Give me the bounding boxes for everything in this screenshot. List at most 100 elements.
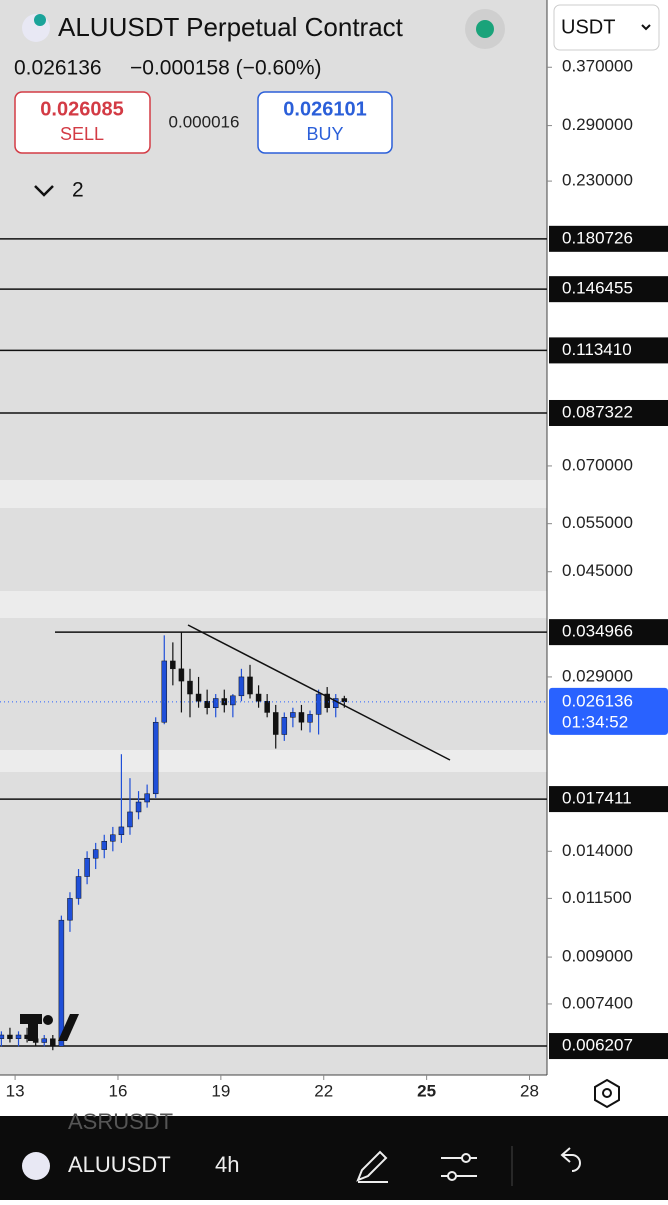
candle-body — [75, 876, 82, 899]
y-tick-label: 0.070000 — [562, 455, 633, 474]
tv-logo — [20, 1014, 79, 1041]
level-label-bg — [549, 276, 668, 303]
trend-line — [187, 624, 451, 761]
candle-body — [315, 693, 322, 715]
undo-icon[interactable] — [560, 1147, 581, 1172]
last-price-bg — [549, 687, 668, 735]
settings-icon[interactable] — [594, 1078, 620, 1109]
buy-label: BUY — [306, 124, 343, 144]
level-label-bg — [549, 619, 668, 646]
bottom-bar — [0, 1116, 668, 1200]
x-tick-label: 13 — [6, 1081, 25, 1100]
countdown: 01:34:52 — [562, 712, 628, 731]
candle-body — [152, 721, 159, 795]
level-label: 0.180726 — [562, 228, 633, 247]
x-tick-label: 19 — [211, 1081, 230, 1100]
interval[interactable]: 4h — [215, 1152, 239, 1177]
sell-button[interactable] — [14, 91, 151, 154]
candle-body — [230, 695, 236, 706]
plot — [0, 238, 547, 1051]
level-label-bg — [549, 1033, 668, 1060]
zone-band — [0, 750, 547, 772]
sell-price: 0.026085 — [40, 98, 123, 120]
chevron — [641, 24, 651, 31]
candle-body — [170, 660, 176, 670]
candle-body — [238, 676, 245, 697]
collapse-toggle[interactable] — [34, 185, 54, 197]
y-tick-label: 0.029000 — [562, 666, 633, 685]
spread: 0.000016 — [169, 112, 240, 131]
candle-body — [272, 712, 279, 735]
footer-symbol[interactable]: ALUUSDT — [68, 1152, 171, 1177]
candle-body — [290, 712, 296, 718]
y-tick-label: 0.007400 — [562, 993, 633, 1012]
sell-label: SELL — [60, 124, 104, 144]
y-tick-label: 0.011500 — [562, 888, 632, 907]
candle-body — [212, 698, 219, 708]
zone-band — [0, 480, 547, 508]
x-tick-label: 25 — [417, 1081, 436, 1100]
last-price: 0.026136 — [14, 57, 102, 80]
buy-price: 0.026101 — [283, 98, 366, 120]
chart-background — [0, 0, 547, 1075]
candle-body — [144, 793, 150, 803]
level-label-bg — [549, 337, 668, 364]
candle-body — [178, 668, 185, 682]
y-tick-label: 0.014000 — [562, 841, 633, 860]
candle-body — [50, 1038, 56, 1047]
coin-badge — [34, 14, 46, 26]
candle-body — [298, 712, 305, 723]
y-tick-label: 0.009000 — [562, 947, 633, 966]
candle-body — [110, 834, 116, 842]
zone-band — [0, 591, 547, 618]
x-tick-label: 16 — [109, 1081, 128, 1100]
candle-body — [324, 693, 330, 708]
level-label: 0.087322 — [562, 402, 633, 421]
candle-body — [135, 801, 142, 813]
level-label-bg — [549, 786, 668, 813]
candle-body — [67, 898, 73, 921]
candle-body — [255, 693, 262, 702]
level-label: 0.034966 — [562, 622, 633, 641]
indicator-count: 2 — [72, 179, 84, 202]
status-dot — [476, 20, 494, 38]
y-tick-label: 0.230000 — [562, 171, 633, 190]
coin-icon[interactable] — [22, 1152, 50, 1180]
candle-body — [92, 849, 99, 859]
y-tick-label: 0.055000 — [562, 513, 633, 532]
level-label: 0.113410 — [562, 340, 632, 359]
candle-body — [101, 840, 108, 850]
symbol-title[interactable]: ALUUSDT Perpetual Contract — [58, 12, 404, 42]
candle-body — [84, 857, 90, 877]
x-tick-label: 28 — [520, 1081, 539, 1100]
candle-body — [127, 811, 133, 828]
last-price-label: 0.026136 — [562, 691, 633, 710]
y-tick-label: 0.045000 — [562, 561, 633, 580]
candle-body — [187, 680, 193, 695]
candle-body — [247, 676, 253, 695]
candle-body — [15, 1034, 22, 1039]
level-label: 0.017411 — [562, 789, 632, 808]
previous-symbol: ASRUSDT — [68, 1109, 173, 1134]
x-tick-label: 22 — [314, 1081, 333, 1100]
draw-tool-icon[interactable] — [356, 1150, 388, 1183]
candle-body — [195, 693, 202, 702]
candle-body — [264, 700, 270, 713]
level-label: 0.006207 — [562, 1036, 633, 1055]
candle-body — [281, 717, 288, 735]
currency-select[interactable] — [553, 4, 660, 51]
candle-body — [118, 826, 125, 836]
candle-body — [307, 714, 313, 723]
level-label-bg — [549, 225, 668, 252]
x-axis-area — [0, 1076, 547, 1116]
indicators-icon[interactable] — [441, 1153, 477, 1181]
currency-label: USDT — [561, 16, 615, 38]
candle-body — [7, 1034, 13, 1039]
candle-body — [204, 700, 210, 708]
price-change: −0.000158 (−0.60%) — [130, 57, 321, 80]
buy-button[interactable] — [257, 91, 393, 154]
y-tick-label: 0.290000 — [562, 115, 633, 134]
level-label-bg — [549, 399, 668, 426]
